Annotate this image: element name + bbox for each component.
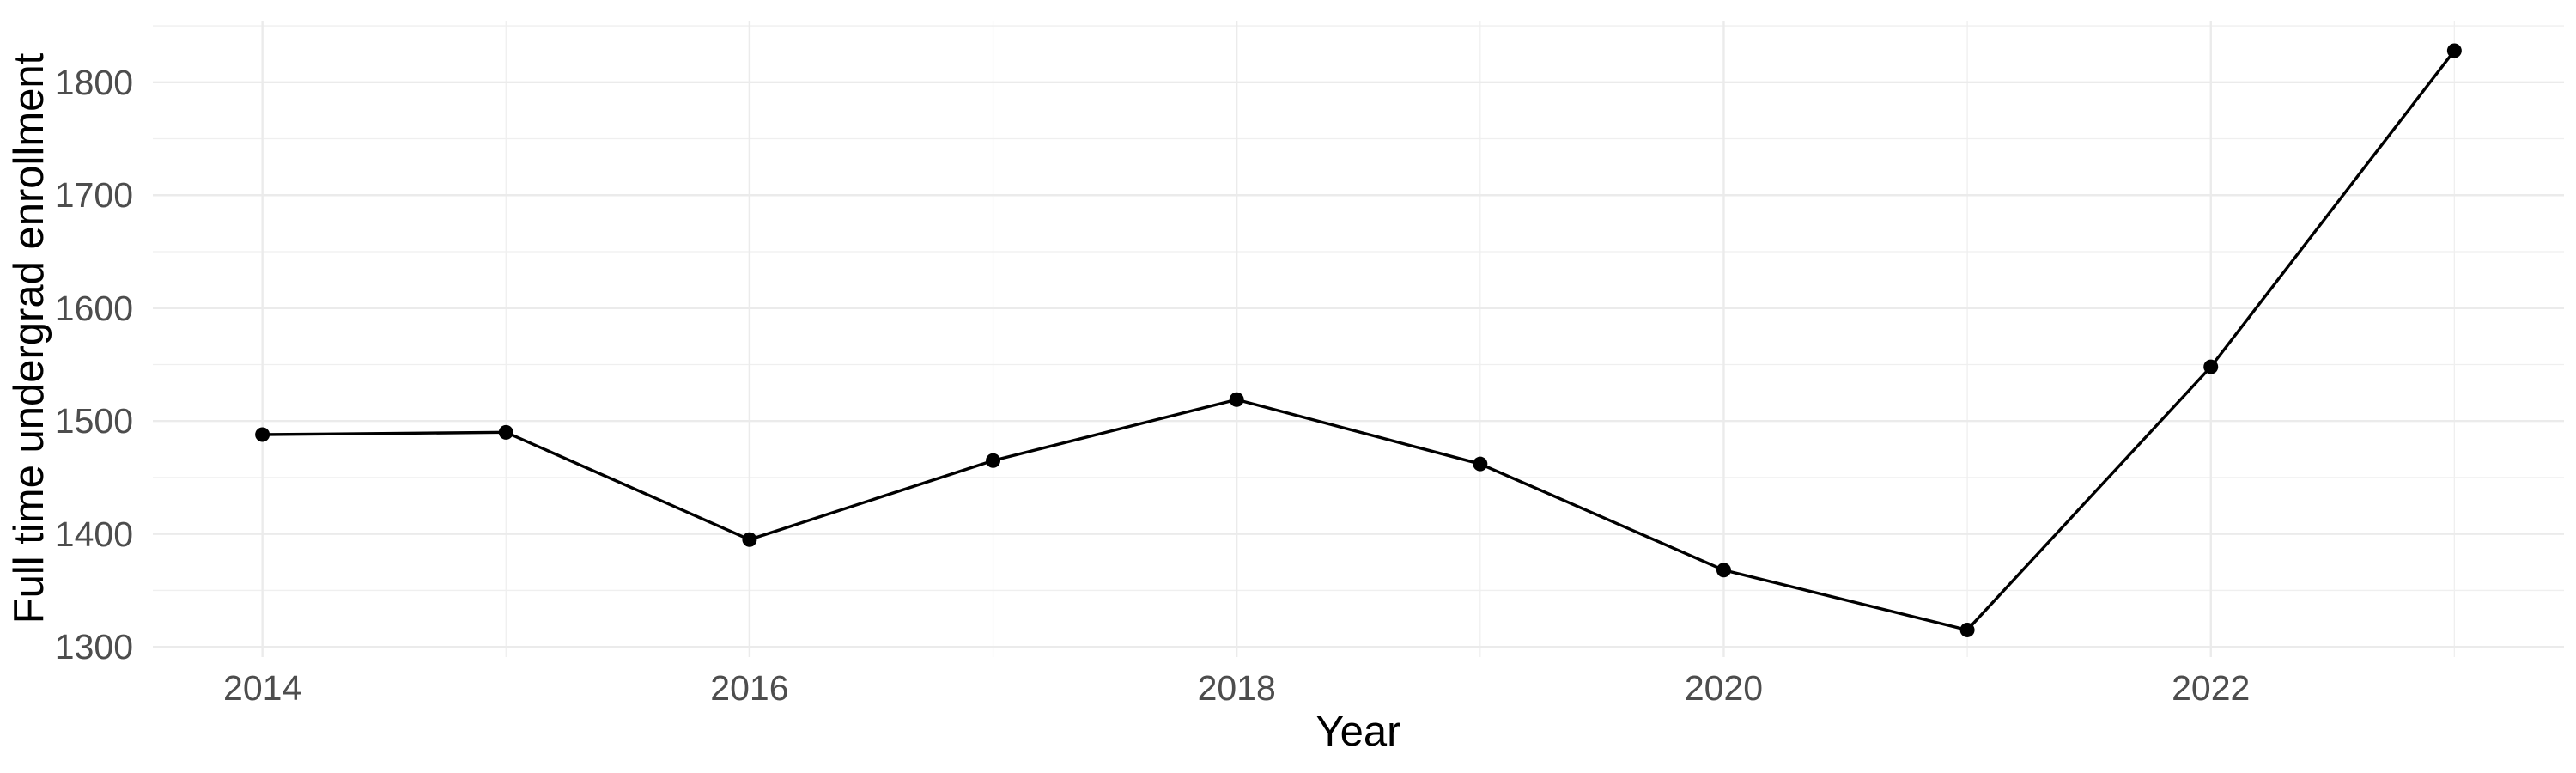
y-tick-label: 1500: [54, 401, 133, 441]
y-tick-label: 1400: [54, 514, 133, 554]
data-point: [255, 427, 270, 442]
data-point: [498, 424, 513, 440]
data-point: [1229, 392, 1244, 407]
x-tick-label: 2016: [710, 668, 789, 708]
data-point: [1959, 622, 1975, 637]
data-point: [986, 453, 1001, 468]
data-point: [742, 532, 757, 547]
data-point: [1473, 456, 1488, 472]
y-tick-label: 1600: [54, 288, 133, 328]
data-point: [2203, 359, 2219, 374]
data-point: [2446, 43, 2462, 58]
y-tick-label: 1700: [54, 175, 133, 216]
enrollment-line: [262, 49, 2456, 632]
x-tick-label: 2014: [223, 668, 302, 708]
x-tick-label: 2022: [2172, 668, 2251, 708]
x-axis-title: Year: [1315, 709, 1401, 755]
data-point: [1716, 563, 1731, 578]
y-tick-label: 1800: [54, 62, 133, 102]
y-tick-label: 1300: [54, 627, 133, 667]
x-tick-label: 2018: [1197, 668, 1276, 708]
x-tick-label: 2020: [1684, 668, 1764, 708]
